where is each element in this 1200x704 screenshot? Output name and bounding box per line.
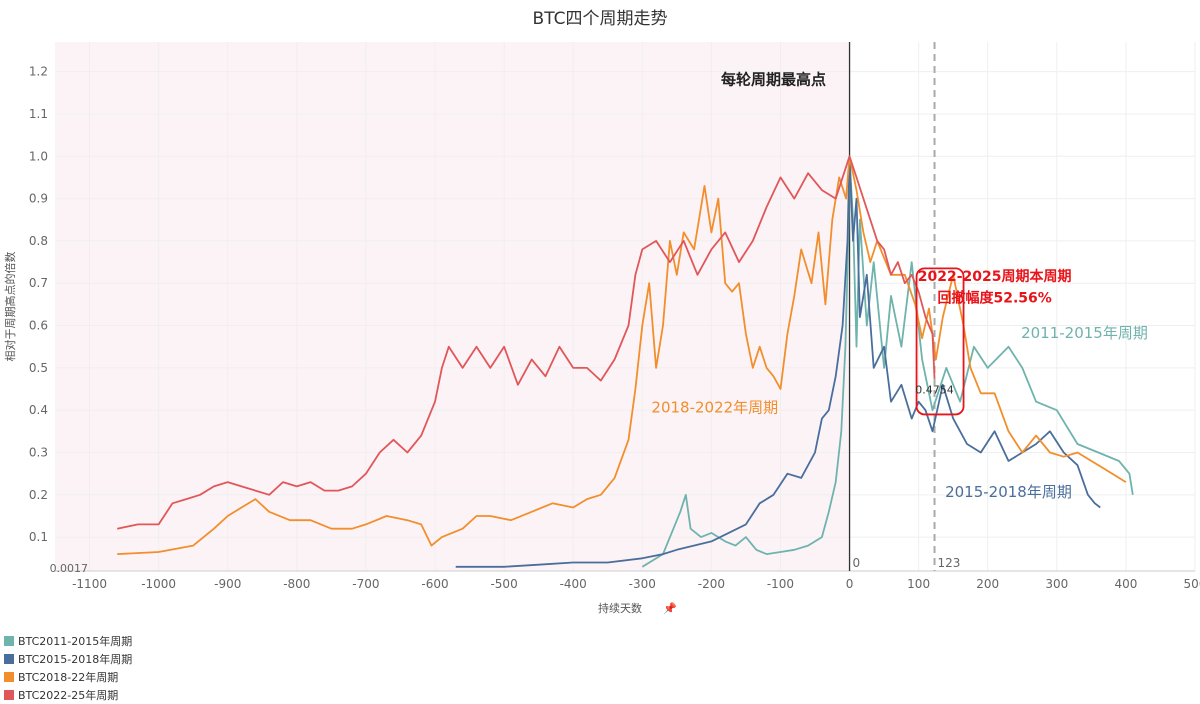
legend-item[interactable]: BTC2015-2018年周期 <box>4 650 132 668</box>
y-tick-labels: 0.1 0.2 0.3 0.4 0.5 0.6 0.7 0.8 0.9 1.0 1.1 1.2 <box>29 65 48 545</box>
series-lines <box>117 155 1134 568</box>
legend: BTC2011-2015年周期 BTC2015-2018年周期 BTC2018-… <box>4 632 132 704</box>
x-tick-label: -200 <box>698 577 725 591</box>
annotation: 2011-2015年周期 <box>1021 324 1148 342</box>
x-tick-label: -400 <box>560 577 587 591</box>
y-tick-label: 0.4 <box>29 403 48 417</box>
y-tick-label: 1.0 <box>29 149 48 163</box>
y-tick-label: 0.8 <box>29 234 48 248</box>
reference-lines: 0 123 <box>848 42 961 571</box>
x-tick-label: -900 <box>214 577 241 591</box>
x-tick-label: 200 <box>976 577 999 591</box>
legend-swatch <box>4 654 14 664</box>
annotation: 每轮周期最高点 <box>721 70 826 88</box>
annotation: 2018-2022年周期 <box>651 398 778 416</box>
x-tick-label: -500 <box>490 577 517 591</box>
series-line <box>117 155 936 530</box>
y-tick-label: 0.3 <box>29 446 48 460</box>
x-axis-pin-icon[interactable]: 📌 <box>663 601 677 615</box>
legend-swatch <box>4 672 14 682</box>
x-tick-label: -100 <box>767 577 794 591</box>
x-tick-label: 300 <box>1045 577 1068 591</box>
annotation: 回撤幅度52.56% <box>937 289 1051 306</box>
y-tick-label: 0.7 <box>29 276 48 290</box>
series-line <box>117 155 1127 555</box>
shaded-region <box>55 42 850 571</box>
annotation: 0.0017 <box>50 562 89 575</box>
y-tick-label: 0.5 <box>29 361 48 375</box>
y-tick-label: 0.6 <box>29 319 48 333</box>
legend-swatch <box>4 690 14 700</box>
x-tick-label: -700 <box>352 577 379 591</box>
highlight-box <box>915 267 965 416</box>
y-axis-label: 相对于周期高点的倍数 <box>3 252 17 362</box>
series-line <box>455 155 1101 568</box>
legend-item[interactable]: BTC2011-2015年周期 <box>4 632 132 650</box>
y-tick-label: 0.1 <box>29 530 48 544</box>
legend-label: BTC2022-25年周期 <box>18 689 119 702</box>
x-tick-label: 400 <box>1114 577 1137 591</box>
x-tick-label: 0 <box>846 577 854 591</box>
x-tick-label: 500 <box>1184 577 1200 591</box>
annotation: 2015-2018年周期 <box>945 483 1072 501</box>
annotation: 2022-2025周期本周期 <box>918 268 1072 285</box>
x-tick-label: -1000 <box>141 577 176 591</box>
x-tick-label: -1100 <box>72 577 107 591</box>
x-tick-labels: -1100 -1000 -900 -800 -700 -600 -500 -400 -300 -2… <box>72 577 1200 591</box>
x-tick-label: -800 <box>283 577 310 591</box>
x-tick-label: 100 <box>907 577 930 591</box>
x-tick-label: -300 <box>629 577 656 591</box>
y-tick-label: 1.2 <box>29 65 48 79</box>
legend-label: BTC2018-22年周期 <box>18 671 119 684</box>
y-tick-label: 1.1 <box>29 107 48 121</box>
legend-label: BTC2011-2015年周期 <box>18 635 133 648</box>
chart-title: BTC四个周期走势 <box>533 9 668 29</box>
annotation: 0.4754 <box>915 383 954 396</box>
legend-swatch <box>4 636 14 646</box>
legend-label: BTC2015-2018年周期 <box>18 653 133 666</box>
x-axis-label: 持续天数 <box>598 601 642 615</box>
y-tick-label: 0.9 <box>29 192 48 206</box>
y-tick-label: 0.2 <box>29 488 48 502</box>
reference-line-label: 123 <box>938 556 961 570</box>
x-tick-label: -600 <box>421 577 448 591</box>
chart-canvas: BTC四个周期走势 0 123 每轮周期最高点 2022-2025周期本周期回撤幅度… <box>3 9 1200 615</box>
legend-item[interactable]: BTC2022-25年周期 <box>4 686 132 704</box>
legend-item[interactable]: BTC2018-22年周期 <box>4 668 132 686</box>
reference-line-label: 0 <box>853 556 861 570</box>
